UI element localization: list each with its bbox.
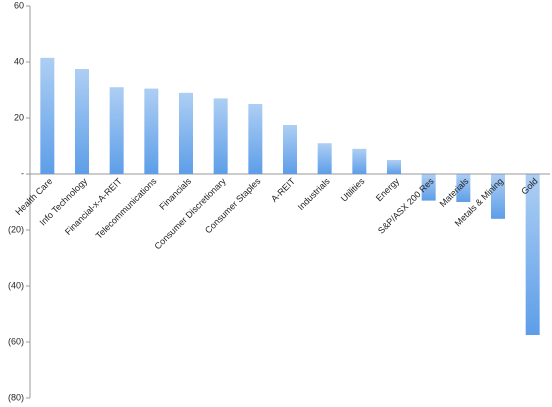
y-tick-label: (60): [8, 336, 24, 346]
bar: [317, 143, 332, 174]
y-tick-label: -: [21, 168, 24, 178]
bar: [421, 174, 436, 201]
bar: [75, 69, 89, 174]
bar: [144, 88, 159, 174]
bar: [525, 174, 540, 335]
bar: [248, 104, 263, 174]
bar: [387, 160, 401, 174]
x-tick-label: Telecommunications: [94, 176, 159, 241]
y-tick-label: 60: [14, 0, 24, 10]
y-tick-label: (80): [8, 392, 24, 402]
y-tick-label: (20): [8, 224, 24, 234]
bar: [283, 125, 297, 174]
x-tick-label: Industrials: [296, 176, 332, 212]
x-tick-label: Financials: [157, 176, 193, 212]
bar: [213, 98, 228, 174]
y-tick-label: 20: [14, 112, 24, 122]
x-tick-label: Utilities: [339, 176, 367, 204]
y-tick-label: 40: [14, 56, 24, 66]
bar: [456, 174, 471, 202]
bar: [352, 148, 367, 174]
x-tick-label: Energy: [374, 176, 402, 204]
x-tick-label: A-REIT: [269, 176, 297, 204]
bar: [109, 87, 124, 174]
y-tick-label: (40): [8, 280, 24, 290]
bar: [179, 92, 193, 174]
bar: [40, 57, 55, 174]
bar: [491, 174, 505, 219]
